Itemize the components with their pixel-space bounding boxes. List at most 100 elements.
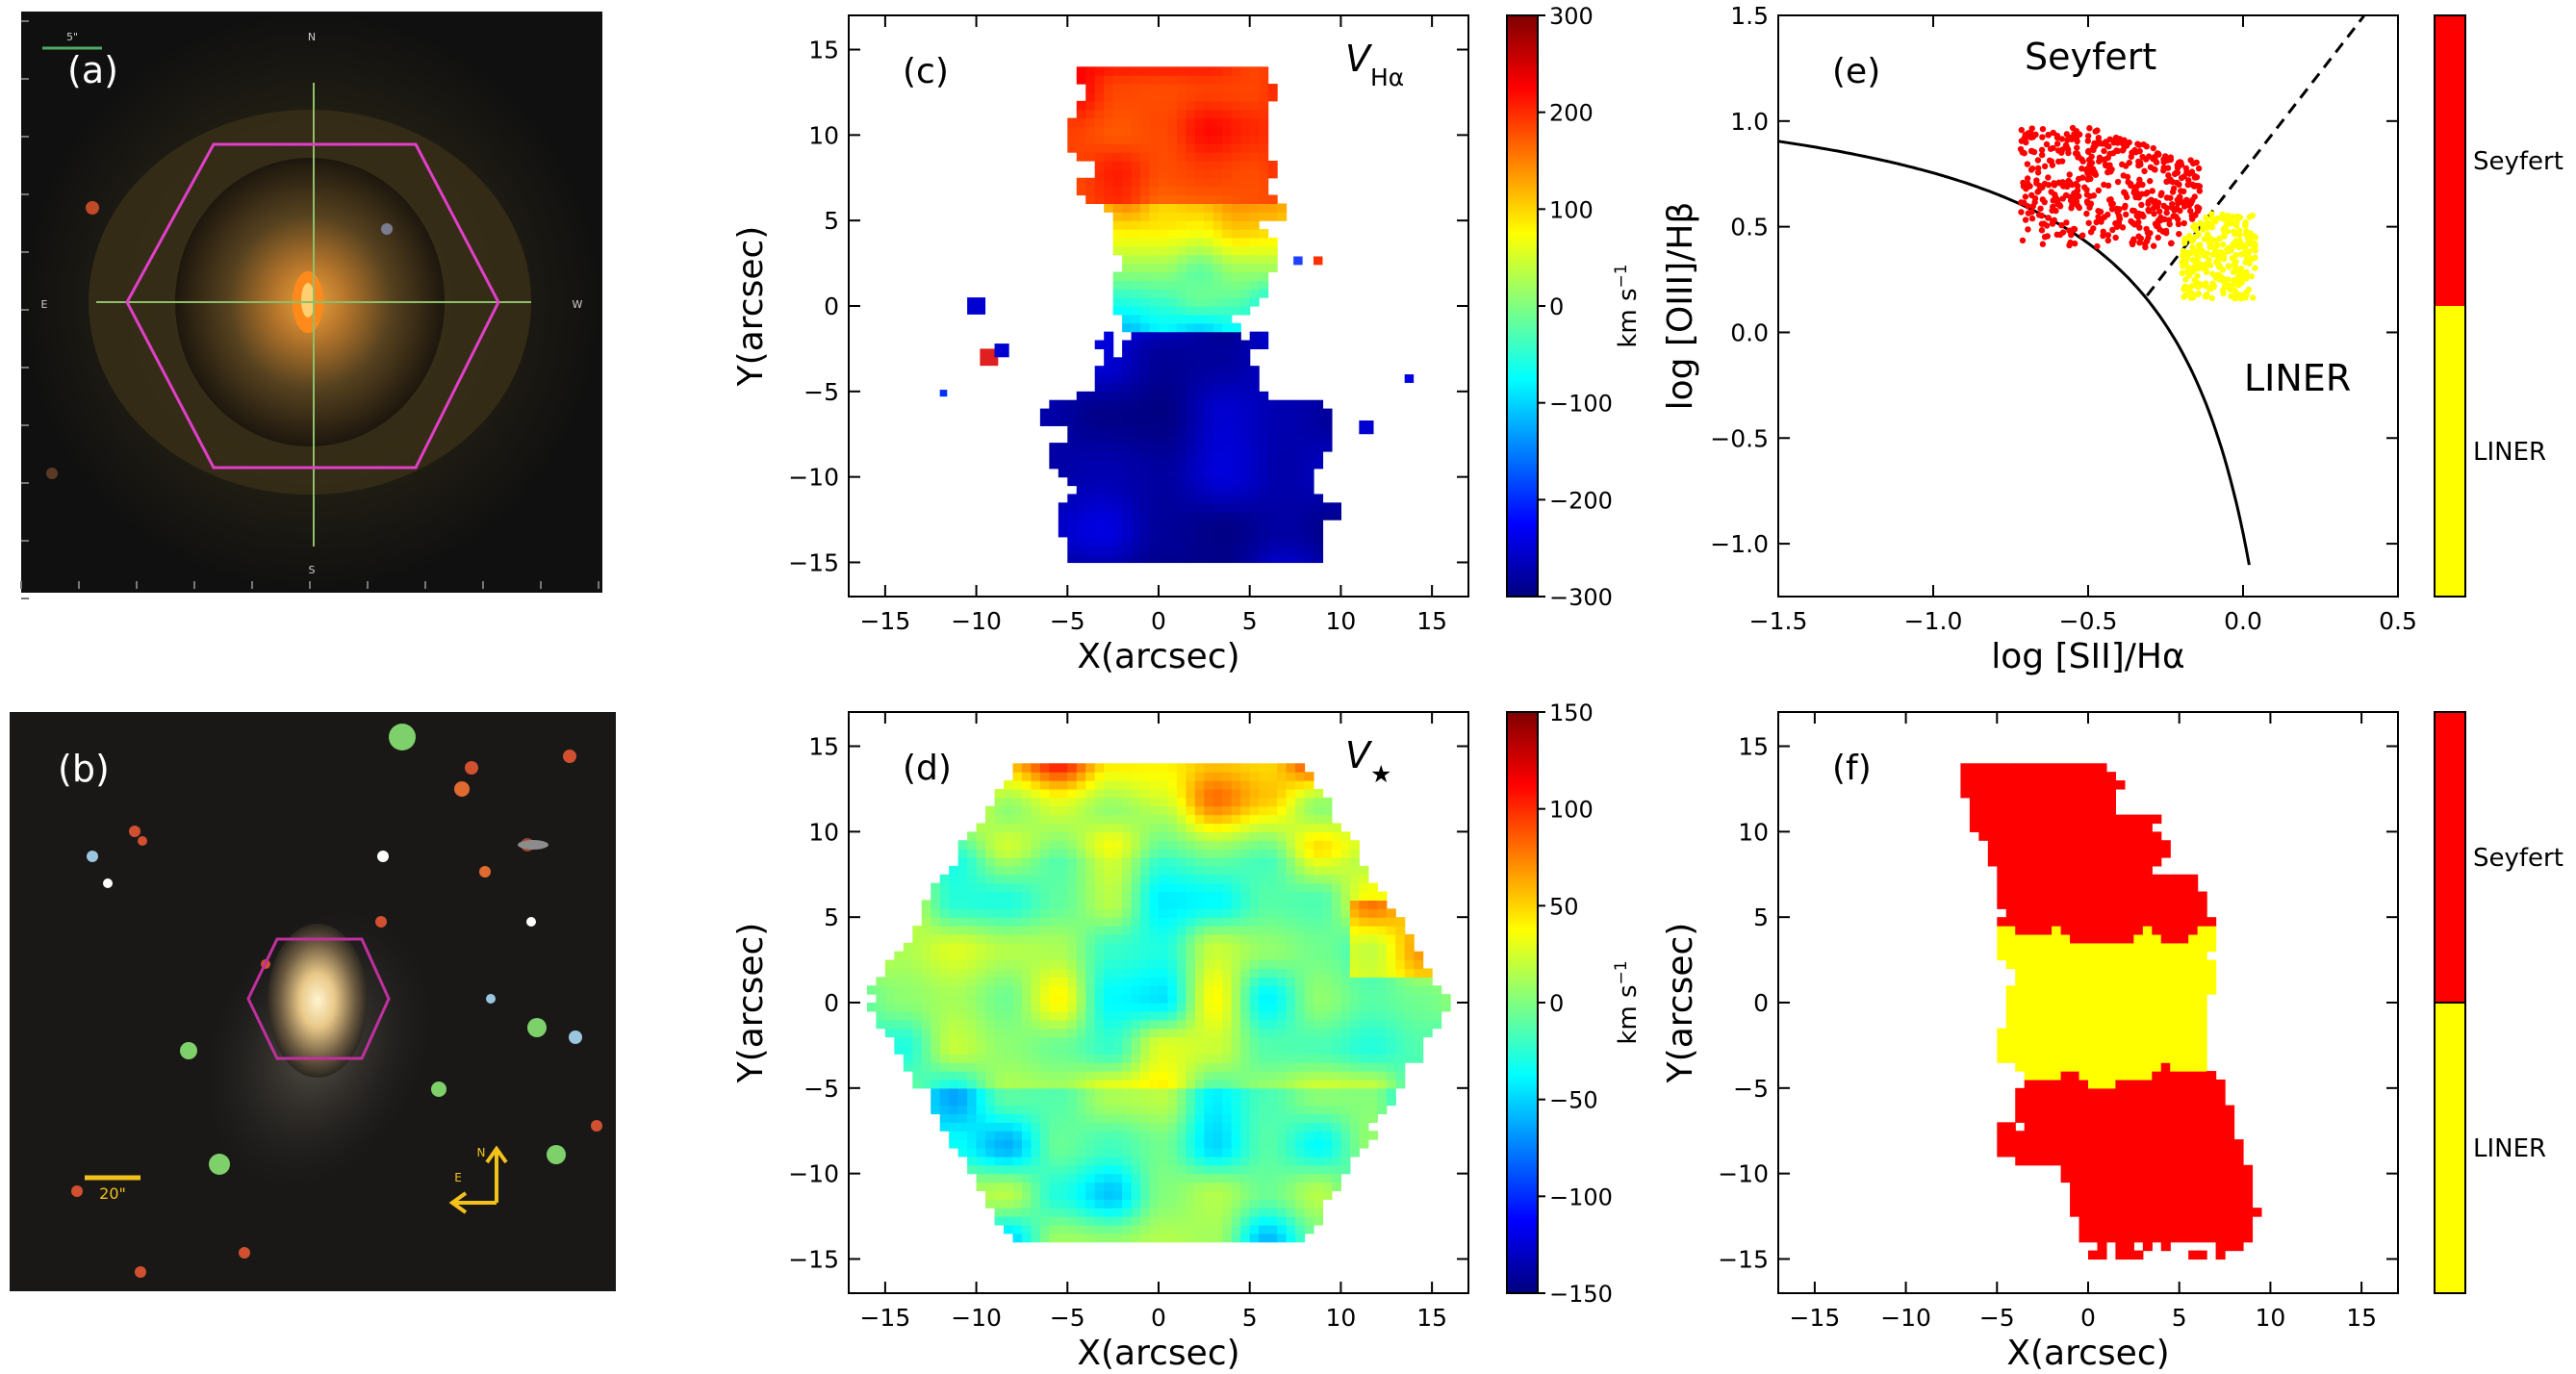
stellar-pixel: [1194, 926, 1205, 935]
stellar-pixel: [1349, 1096, 1360, 1107]
stellar-pixel: [939, 959, 950, 970]
x-tick-label: 15: [1416, 607, 1447, 635]
stellar-pixel: [1359, 1062, 1369, 1072]
stellar-pixel: [1286, 951, 1296, 961]
stellar-pixel: [1212, 1190, 1223, 1200]
velocity-pixel: [1149, 100, 1160, 111]
velocity-pixel: [1249, 194, 1260, 205]
stellar-pixel: [1212, 1096, 1223, 1107]
stellar-pixel: [1140, 977, 1151, 986]
stellar-pixel: [985, 985, 996, 995]
velocity-pixel: [1140, 314, 1151, 324]
stellar-pixel: [1104, 1139, 1114, 1149]
stellar-pixel: [1076, 814, 1086, 825]
stellar-pixel: [994, 1173, 1005, 1183]
stellar-pixel: [1067, 1131, 1078, 1140]
liner-point: [2236, 214, 2244, 221]
compass-b-n: N: [477, 1146, 486, 1159]
stellar-pixel: [1212, 814, 1223, 825]
velocity-pixel: [1122, 494, 1133, 503]
stellar-pixel: [884, 1010, 895, 1021]
stellar-pixel: [1067, 1105, 1078, 1115]
velocity-pixel: [1159, 194, 1169, 205]
stellar-pixel: [1167, 1233, 1178, 1243]
stellar-pixel: [1314, 1182, 1324, 1192]
stellar-pixel: [976, 1045, 986, 1055]
liner-point: [2220, 255, 2228, 263]
stellar-pixel: [1277, 1054, 1288, 1063]
stellar-pixel: [1012, 831, 1023, 841]
stellar-pixel: [1212, 1208, 1223, 1217]
stellar-pixel: [1267, 1148, 1278, 1158]
seyfert-point: [2194, 204, 2201, 211]
seyfert-point: [2039, 134, 2046, 140]
stellar-pixel: [1140, 780, 1151, 790]
velocity-pixel: [1159, 212, 1169, 221]
stellar-pixel: [1259, 772, 1269, 781]
stellar-pixel: [1212, 882, 1223, 893]
stellar-pixel: [1085, 926, 1096, 935]
galaxy-b-disk: [268, 924, 368, 1078]
seyfert-point: [2135, 141, 2143, 148]
velocity-pixel: [1277, 408, 1288, 419]
stellar-pixel: [1240, 1148, 1251, 1158]
stellar-pixel: [921, 968, 931, 978]
velocity-pixel: [1231, 374, 1241, 384]
stellar-pixel: [1231, 926, 1241, 935]
stellar-pixel: [1131, 823, 1141, 832]
stellar-pixel: [912, 994, 923, 1004]
seyfert-point: [2054, 196, 2061, 203]
stellar-pixel: [1176, 908, 1187, 918]
stellar-pixel: [1012, 1131, 1023, 1140]
seyfert-point: [2085, 148, 2092, 155]
stellar-pixel: [994, 900, 1005, 909]
stellar-pixel: [1240, 951, 1251, 961]
stellar-pixel: [1004, 968, 1014, 978]
stellar-pixel: [1085, 891, 1096, 902]
stellar-pixel: [1149, 805, 1160, 816]
stellar-pixel: [994, 951, 1005, 961]
stellar-pixel: [1131, 1071, 1141, 1081]
stellar-pixel: [1277, 926, 1288, 935]
stellar-pixel: [1186, 780, 1196, 790]
stellar-pixel: [1222, 1208, 1233, 1217]
stellar-pixel: [1222, 1199, 1233, 1209]
stellar-pixel: [1021, 788, 1033, 799]
velocity-pixel: [1176, 280, 1187, 290]
velocity-pixel: [1131, 357, 1141, 367]
velocity-pixel: [1231, 545, 1241, 555]
stellar-pixel: [1104, 1096, 1114, 1107]
velocity-pixel: [1212, 366, 1223, 375]
velocity-pixel: [1140, 289, 1151, 298]
stellar-pixel: [1131, 1113, 1141, 1123]
velocity-pixel: [1212, 177, 1223, 188]
velocity-pixel: [1231, 186, 1241, 196]
stellar-pixel: [1286, 1131, 1296, 1140]
compass-s: S: [309, 564, 316, 576]
stellar-pixel: [1395, 985, 1406, 995]
stellar-pixel: [1194, 1087, 1205, 1098]
stellar-pixel: [1085, 1208, 1096, 1217]
stellar-pixel: [1295, 1079, 1306, 1089]
stellar-pixel: [985, 1045, 996, 1055]
velocity-pixel: [1140, 527, 1151, 538]
stellar-pixel: [1067, 985, 1078, 995]
stellar-pixel: [1140, 1164, 1151, 1175]
velocity-pixel: [1167, 152, 1178, 162]
liner-point: [2246, 260, 2253, 267]
stellar-pixel: [1076, 1105, 1086, 1115]
compass-w: W: [573, 298, 583, 311]
velocity-pixel: [1094, 382, 1105, 393]
stellar-pixel: [1249, 908, 1260, 918]
stellar-pixel: [1067, 1003, 1078, 1012]
stellar-pixel: [1176, 1156, 1187, 1166]
stellar-pixel: [1058, 1173, 1068, 1183]
velocity-pixel: [1122, 66, 1133, 76]
stellar-pixel: [1314, 1087, 1324, 1098]
stellar-pixel: [949, 1028, 959, 1038]
stellar-pixel: [1231, 1113, 1241, 1123]
stellar-pixel: [1359, 1096, 1369, 1107]
stellar-pixel: [1314, 840, 1324, 850]
stellar-pixel: [1131, 985, 1141, 995]
seyfert-point: [2028, 148, 2036, 155]
